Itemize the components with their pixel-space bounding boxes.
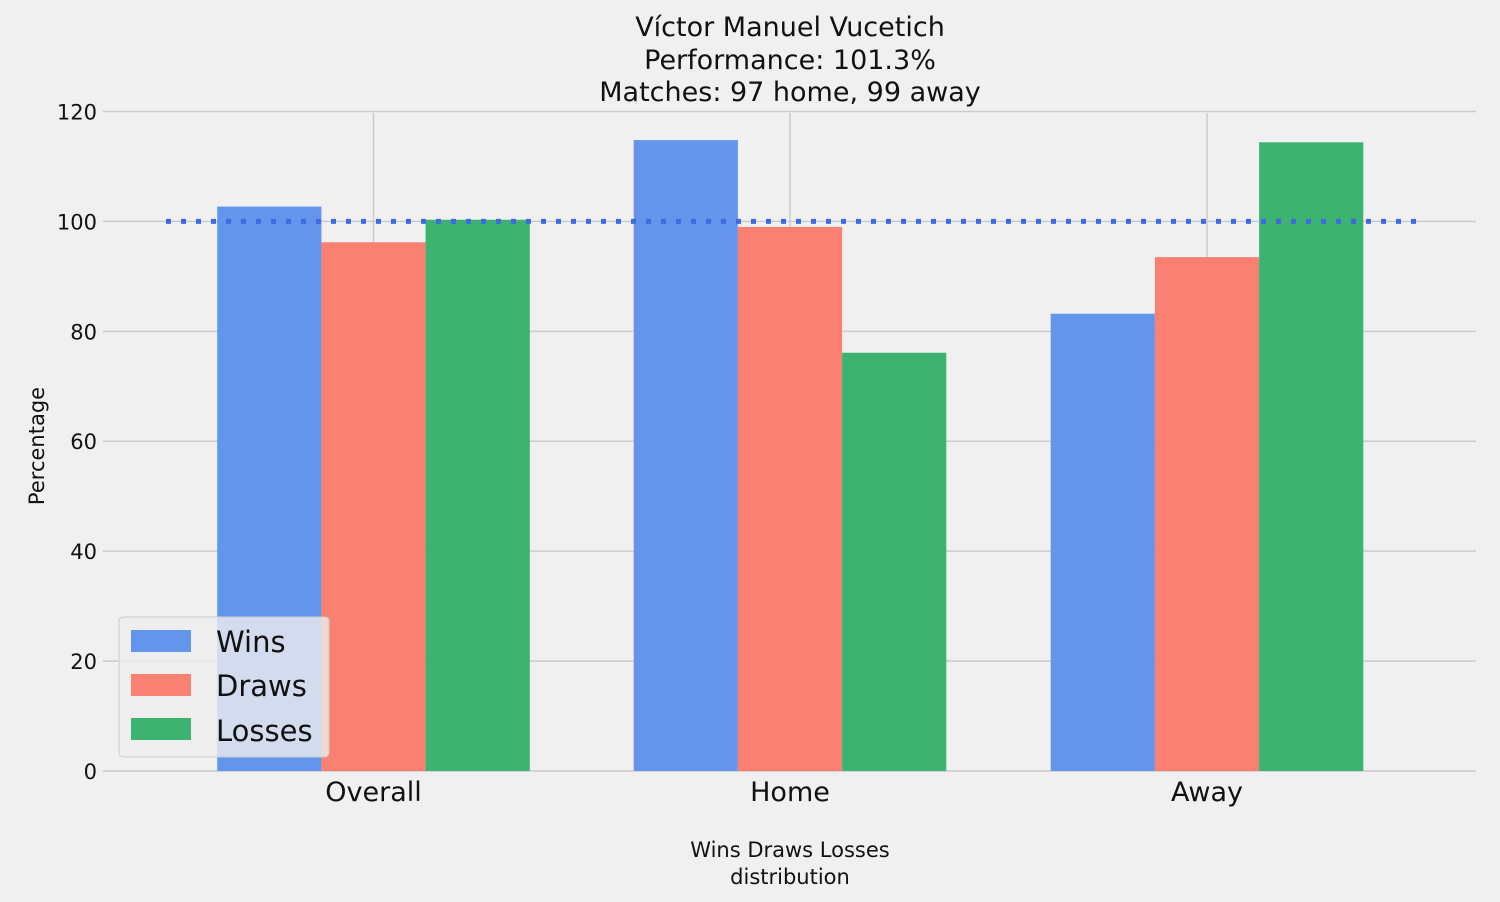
y-tick-label: 80	[70, 320, 97, 344]
x-tick-labels: Overall Home Away	[325, 777, 1243, 808]
chart-title: Víctor Manuel Vucetich Performance: 101.…	[599, 12, 981, 108]
y-tick-label: 20	[70, 650, 97, 674]
bar-draws-home	[737, 226, 843, 771]
legend: Wins Draws Losses	[118, 616, 330, 758]
legend-swatch-wins	[131, 630, 191, 652]
bar-losses-away	[1259, 142, 1364, 772]
x-axis-label: Wins Draws Losses distribution	[690, 838, 889, 889]
y-tick-labels: 0 20 40 60 80 100 120	[57, 100, 97, 784]
bar-wins-away	[1050, 313, 1155, 771]
y-tick-label: 60	[70, 430, 97, 454]
x-tick-label-home: Home	[750, 777, 830, 808]
legend-label-draws: Draws	[216, 669, 307, 703]
title-line-1: Víctor Manuel Vucetich	[635, 12, 945, 43]
x-axis-label-line-2: distribution	[730, 865, 850, 889]
legend-swatch-losses	[131, 718, 191, 740]
bar-losses-home	[842, 352, 947, 771]
title-line-2: Performance: 101.3%	[644, 45, 936, 76]
legend-swatch-draws	[131, 674, 191, 696]
y-tick-label: 100	[57, 210, 97, 234]
y-tick-label: 120	[57, 100, 97, 124]
y-tick-label: 0	[84, 760, 97, 784]
legend-label-wins: Wins	[216, 625, 286, 659]
bar-draws-overall	[321, 242, 426, 772]
title-line-3: Matches: 97 home, 99 away	[599, 77, 981, 108]
bar-wins-home	[633, 140, 738, 771]
bar-draws-away	[1154, 257, 1260, 771]
x-tick-label-overall: Overall	[325, 777, 422, 808]
x-axis-label-line-1: Wins Draws Losses	[690, 838, 889, 862]
y-tick-label: 40	[70, 540, 97, 564]
legend-label-losses: Losses	[216, 714, 313, 748]
y-axis-label: Percentage	[25, 387, 49, 505]
bar-losses-overall	[425, 219, 530, 771]
x-tick-label-away: Away	[1171, 777, 1243, 808]
